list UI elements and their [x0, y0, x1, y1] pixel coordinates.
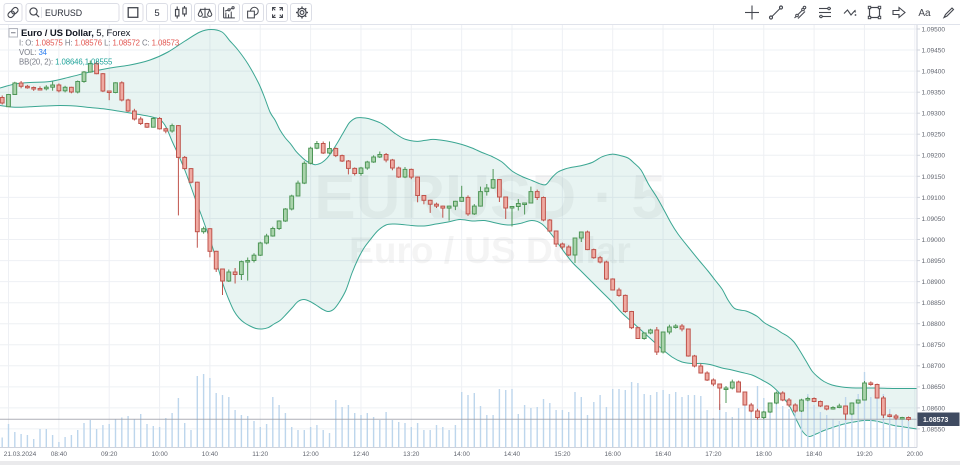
svg-text:09:20: 09:20 [101, 451, 118, 458]
svg-text:20:00: 20:00 [907, 451, 924, 458]
svg-text:13:20: 13:20 [403, 451, 420, 458]
svg-text:1.08650: 1.08650 [922, 384, 946, 391]
svg-text:18:00: 18:00 [756, 451, 773, 458]
svg-text:08:40: 08:40 [51, 451, 68, 458]
svg-text:1.08700: 1.08700 [922, 363, 946, 370]
svg-text:14:40: 14:40 [504, 451, 521, 458]
svg-text:1.09100: 1.09100 [922, 195, 946, 202]
svg-text:1.08800: 1.08800 [922, 321, 946, 328]
svg-text:1.08573: 1.08573 [923, 417, 948, 424]
svg-text:EURUSD: EURUSD [45, 8, 82, 18]
svg-text:16:00: 16:00 [605, 451, 622, 458]
svg-text:1.09450: 1.09450 [922, 47, 946, 54]
svg-text:1.08950: 1.08950 [922, 258, 946, 265]
svg-text:5: 5 [154, 8, 159, 19]
svg-text:10:40: 10:40 [202, 451, 219, 458]
svg-text:16:40: 16:40 [655, 451, 672, 458]
svg-text:1.08900: 1.08900 [922, 279, 946, 286]
svg-text:I: O: 1.08575 H: 1.08576 L: 1.: I: O: 1.08575 H: 1.08576 L: 1.08572 C: 1… [19, 39, 179, 48]
svg-text:12:00: 12:00 [302, 451, 319, 458]
svg-text:1.09400: 1.09400 [922, 69, 946, 76]
svg-text:18:40: 18:40 [806, 451, 823, 458]
svg-text:1.09350: 1.09350 [922, 90, 946, 97]
svg-text:1.09300: 1.09300 [922, 111, 946, 118]
svg-text:BB(20, 2): 1.08646,1.08555: BB(20, 2): 1.08646,1.08555 [19, 58, 113, 67]
svg-text:1.09000: 1.09000 [922, 237, 946, 244]
svg-text:1.09500: 1.09500 [922, 26, 946, 33]
svg-text:21.03.2024: 21.03.2024 [4, 451, 37, 458]
svg-text:Euro / US Dollar: Euro / US Dollar [349, 230, 631, 271]
svg-text:11:20: 11:20 [252, 451, 268, 458]
svg-text:Aa: Aa [918, 8, 931, 19]
svg-text:VOL: 34: VOL: 34 [19, 48, 48, 57]
svg-text:12:40: 12:40 [353, 451, 370, 458]
svg-text:1.09050: 1.09050 [922, 216, 946, 223]
svg-text:1.08850: 1.08850 [922, 300, 946, 307]
svg-text:1.08600: 1.08600 [922, 405, 946, 412]
svg-text:10:00: 10:00 [151, 451, 168, 458]
svg-text:Euro / US Dollar, 5, Forex: Euro / US Dollar, 5, Forex [21, 28, 131, 39]
svg-text:1.08550: 1.08550 [922, 426, 946, 433]
svg-text:17:20: 17:20 [705, 451, 722, 458]
svg-text:19:20: 19:20 [856, 451, 873, 458]
svg-text:1.08750: 1.08750 [922, 342, 946, 349]
svg-text:14:00: 14:00 [454, 451, 471, 458]
svg-text:1.09150: 1.09150 [922, 174, 946, 181]
svg-text:15:20: 15:20 [554, 451, 571, 458]
svg-text:EURUSD · 5: EURUSD · 5 [314, 163, 665, 232]
svg-text:1.09200: 1.09200 [922, 153, 946, 160]
svg-text:1.09250: 1.09250 [922, 132, 946, 139]
